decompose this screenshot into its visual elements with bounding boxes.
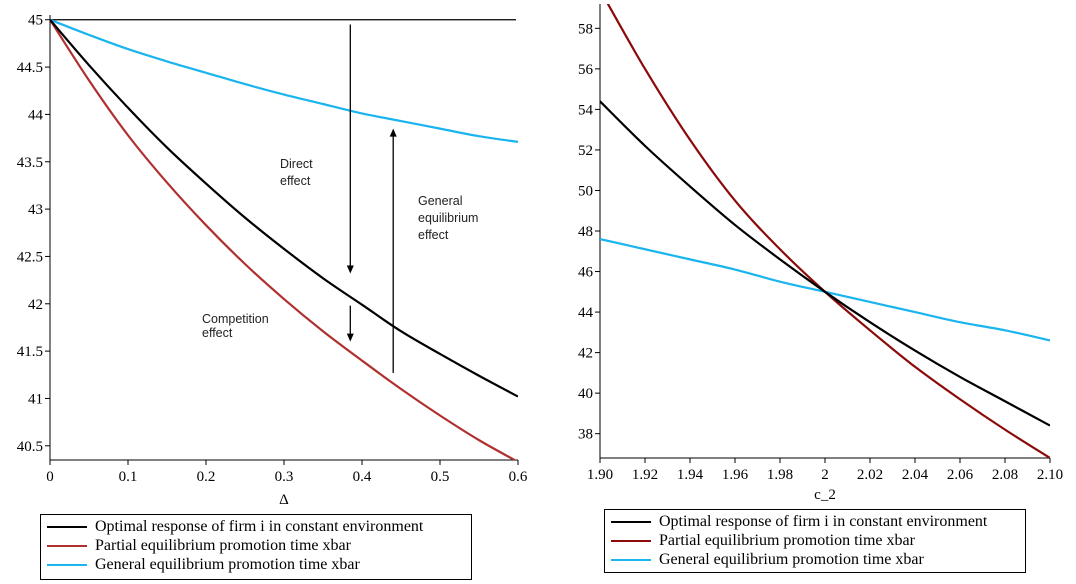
x-tick-label: 2.04 — [902, 467, 929, 483]
legend-swatch — [611, 539, 651, 542]
legend-item: General equilibrium promotion time xbar — [611, 550, 1019, 569]
x-tick-label: 2.06 — [947, 467, 974, 483]
x-tick-label: 0.6 — [509, 469, 528, 485]
annotation-text: effect — [418, 228, 449, 242]
series-line-2 — [50, 18, 518, 143]
x-tick-label: 2.02 — [857, 467, 883, 483]
x-axis-label: Δ — [279, 492, 289, 508]
legend-item: Optimal response of firm i in constant e… — [611, 512, 1019, 531]
y-tick-label: 48 — [578, 224, 593, 240]
y-tick-label: 42 — [28, 297, 43, 313]
y-tick-label: 45 — [28, 13, 43, 29]
legend-swatch — [47, 563, 87, 566]
x-tick-label: 2.08 — [992, 467, 1018, 483]
right-chart: 1.90 1.92 1.94 1.96 1.98 2 2.02 2.04 2.06 2.08 2.1… — [578, 4, 1063, 503]
y-tick-label: 44.5 — [17, 60, 43, 76]
y-tick-label: 44 — [28, 107, 44, 123]
legend-label: Partial equilibrium promotion time xbar — [659, 532, 915, 549]
legend-item: Partial equilibrium promotion time xbar — [47, 536, 465, 555]
figure-canvas: 0 0.1 0.2 0.3 0.4 0.5 0.6 45 44.5 44 43.5 43 42.5 42 4… — [17, 4, 1063, 508]
x-tick-label: 0.1 — [119, 469, 138, 485]
y-tick-label: 38 — [578, 427, 593, 443]
left-legend: Optimal response of firm i in constant e… — [40, 514, 472, 580]
y-tick-label: 56 — [578, 62, 594, 78]
legend-label: Optimal response of firm i in constant e… — [659, 513, 988, 530]
x-tick-label: 0.4 — [353, 469, 372, 485]
legend-item: General equilibrium promotion time xbar — [47, 555, 465, 574]
y-tick-label: 40 — [578, 386, 593, 402]
legend-label: General equilibrium promotion time xbar — [659, 551, 924, 568]
y-tick-label: 41.5 — [17, 344, 43, 360]
y-tick-label: 52 — [578, 143, 593, 159]
y-tick-label: 44 — [578, 305, 594, 321]
annotation-arrow-head — [389, 128, 397, 137]
y-tick-label: 50 — [578, 183, 593, 199]
x-tick-label: 1.90 — [587, 467, 613, 483]
y-tick-label: 54 — [578, 102, 594, 118]
annotation-text: General — [418, 194, 462, 208]
left-chart: 0 0.1 0.2 0.3 0.4 0.5 0.6 45 44.5 44 43.5 43 42.5 42 4… — [17, 13, 528, 508]
annotation-text: Competition — [202, 312, 269, 326]
x-tick-label: 1.96 — [722, 467, 749, 483]
legend-swatch — [47, 544, 87, 547]
legend-swatch — [611, 520, 651, 523]
y-tick-label: 42 — [578, 346, 593, 362]
x-tick-label: 1.98 — [767, 467, 793, 483]
y-tick-label: 46 — [578, 265, 594, 281]
y-tick-label: 58 — [578, 21, 593, 37]
annotation-arrow-head — [346, 265, 354, 274]
legend-label: Optimal response of firm i in constant e… — [95, 518, 424, 535]
y-tick-label: 41 — [28, 391, 43, 407]
series-line-2 — [600, 238, 1050, 342]
x-tick-label: 0.5 — [431, 469, 450, 485]
legend-label: Partial equilibrium promotion time xbar — [95, 537, 351, 554]
legend-item: Partial equilibrium promotion time xbar — [611, 531, 1019, 550]
x-axis-label: c_2 — [814, 487, 836, 503]
series-line-0 — [50, 19, 518, 398]
legend-swatch — [47, 525, 87, 528]
legend-label: General equilibrium promotion time xbar — [95, 556, 360, 573]
series-line-1 — [50, 19, 517, 460]
y-tick-label: 42.5 — [17, 249, 43, 265]
legend-swatch — [611, 558, 651, 561]
right-legend: Optimal response of firm i in constant e… — [604, 509, 1026, 573]
annotation-text: equilibrium — [418, 211, 478, 225]
x-tick-label: 2 — [821, 467, 829, 483]
series-line-1 — [606, 4, 1050, 458]
annotation-arrow-head — [346, 333, 354, 342]
x-tick-label: 2.10 — [1037, 467, 1063, 483]
x-tick-label: 0.3 — [275, 469, 294, 485]
x-tick-label: 1.92 — [632, 467, 658, 483]
annotation-text: Direct — [280, 157, 313, 171]
legend-item: Optimal response of firm i in constant e… — [47, 517, 465, 536]
y-tick-label: 40.5 — [17, 439, 43, 455]
x-tick-label: 1.94 — [677, 467, 704, 483]
x-tick-label: 0 — [46, 469, 54, 485]
annotation-text: effect — [202, 326, 233, 340]
y-tick-label: 43.5 — [17, 155, 43, 171]
y-tick-label: 43 — [28, 202, 43, 218]
x-tick-label: 0.2 — [197, 469, 216, 485]
series-line-0 — [600, 100, 1050, 427]
annotation-text: effect — [280, 174, 311, 188]
